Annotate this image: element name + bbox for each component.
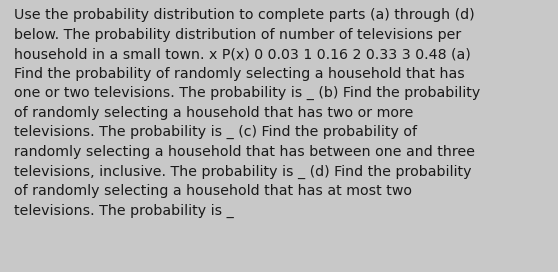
Text: Use the probability distribution to complete parts (a) through (d)
below. The pr: Use the probability distribution to comp… — [14, 8, 480, 218]
